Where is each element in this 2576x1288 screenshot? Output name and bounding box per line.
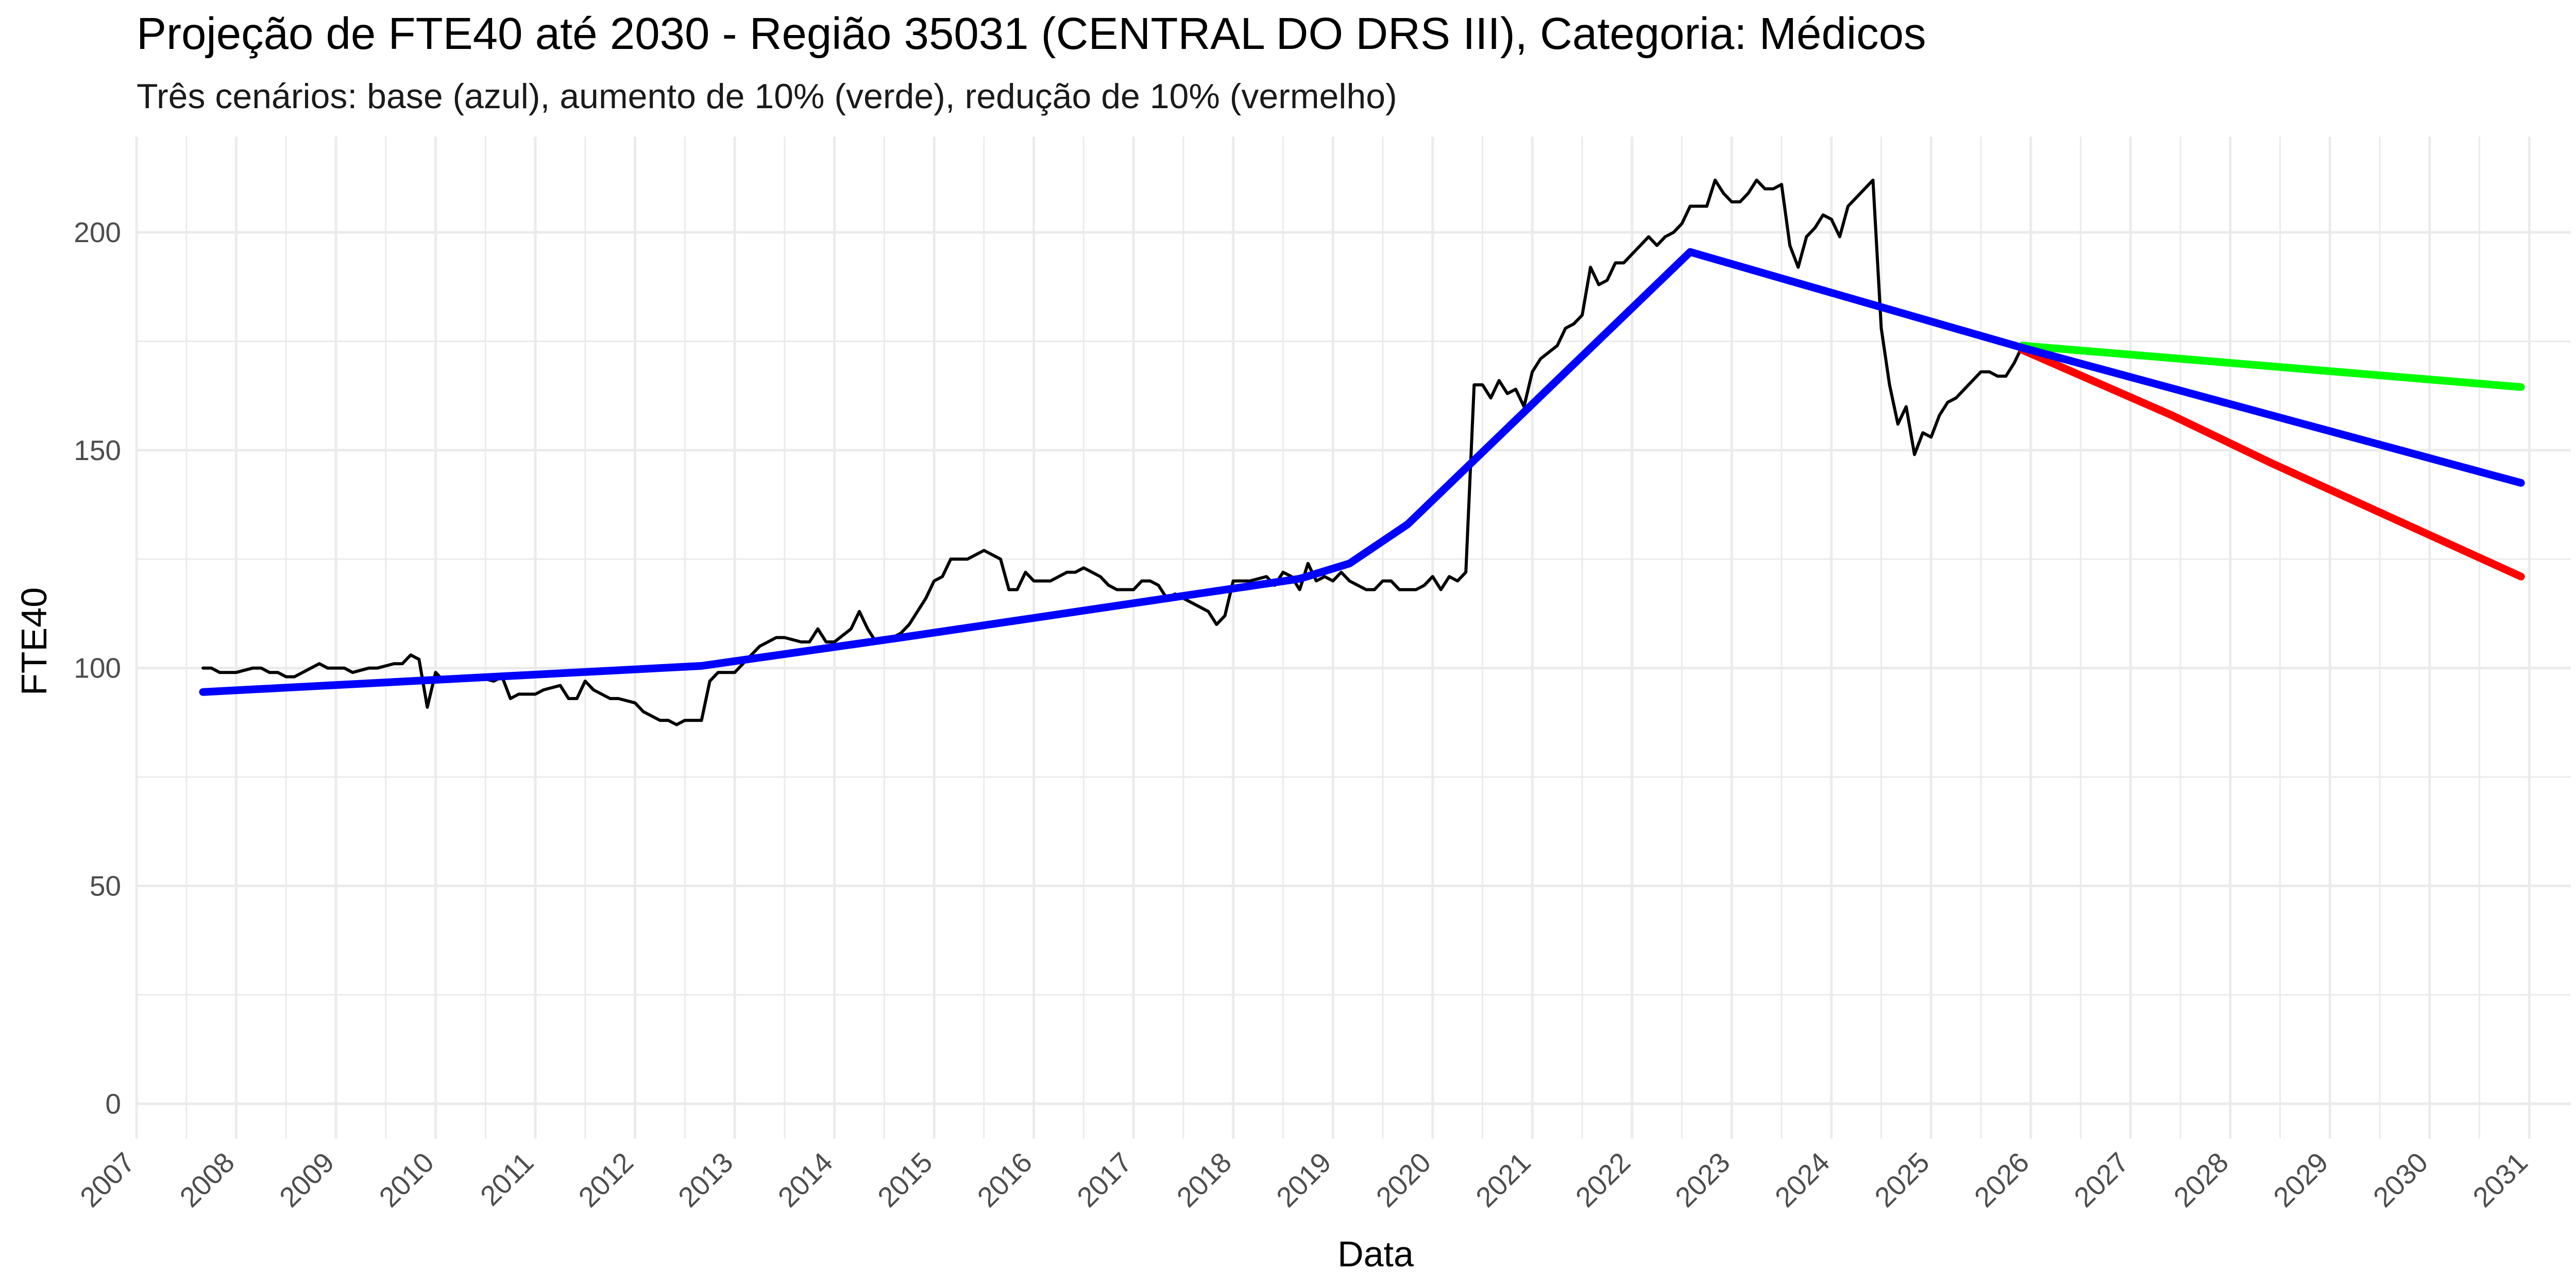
x-tick-label: 2031 — [2466, 1146, 2533, 1213]
x-tick-label: 2015 — [871, 1146, 938, 1213]
x-tick-label: 2014 — [772, 1146, 839, 1213]
x-tick-label: 2011 — [474, 1146, 539, 1212]
x-tick-label: 2030 — [2367, 1146, 2434, 1213]
x-tick-label: 2029 — [2267, 1146, 2334, 1213]
x-tick-label: 2022 — [1569, 1146, 1636, 1213]
x-tick-label: 2016 — [971, 1146, 1038, 1213]
x-tick-label: 2019 — [1270, 1146, 1337, 1213]
x-tick-labels: 2007 2008 2009 2010 2011 2012 2013 2014 2015 2016… — [74, 1146, 2534, 1213]
chart-title: Projeção de FTE40 até 2030 - Região 3503… — [137, 9, 1926, 59]
x-tick-label: 2023 — [1669, 1146, 1736, 1213]
grid-minor — [137, 137, 2571, 1139]
x-tick-label: 2018 — [1171, 1146, 1238, 1213]
y-tick-labels: 0 50 100 150 200 — [74, 216, 121, 1120]
x-tick-label: 2009 — [273, 1146, 340, 1213]
y-axis-title: FTE40 — [14, 587, 54, 696]
y-tick-label: 150 — [74, 434, 121, 466]
y-tick-label: 100 — [74, 652, 121, 684]
x-tick-label: 2021 — [1469, 1146, 1536, 1213]
x-tick-label: 2010 — [373, 1146, 440, 1213]
series-line-decrease — [2019, 346, 2525, 581]
x-tick-label: 2026 — [1968, 1146, 2035, 1213]
series-line-base — [199, 248, 2525, 696]
x-tick-label: 2024 — [1769, 1146, 1836, 1213]
series-line-observed — [201, 178, 2024, 726]
x-tick-label: 2020 — [1370, 1146, 1437, 1213]
x-tick-label: 2028 — [2167, 1146, 2234, 1213]
x-axis-title: Data — [1337, 1234, 1414, 1274]
grid-major — [135, 137, 2571, 1139]
x-tick-label: 2008 — [174, 1146, 241, 1213]
series-layer — [199, 178, 2525, 726]
y-tick-label: 0 — [105, 1088, 121, 1120]
x-tick-label: 2007 — [74, 1146, 141, 1213]
chart-subtitle: Três cenários: base (azul), aumento de 1… — [137, 77, 1397, 116]
y-tick-label: 50 — [90, 870, 121, 902]
series-line-increase — [2019, 342, 2525, 391]
x-tick-label: 2017 — [1071, 1146, 1138, 1213]
x-tick-label: 2025 — [1868, 1146, 1935, 1213]
x-tick-label: 2012 — [572, 1146, 639, 1213]
x-tick-label: 2013 — [672, 1146, 739, 1213]
x-tick-label: 2027 — [2067, 1146, 2134, 1213]
y-tick-label: 200 — [74, 216, 121, 248]
